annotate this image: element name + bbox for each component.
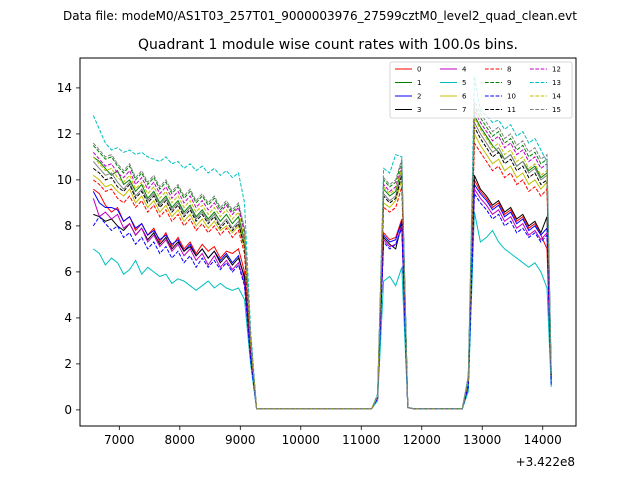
series-line-6 bbox=[92, 131, 552, 410]
legend-label-5: 5 bbox=[462, 79, 466, 87]
y-tick-label: 10 bbox=[57, 173, 72, 187]
y-tick-label: 6 bbox=[64, 265, 72, 279]
x-tick-label: 14000 bbox=[524, 433, 562, 447]
x-offset-label: +3.422e8 bbox=[516, 455, 575, 469]
legend-label-14: 14 bbox=[552, 93, 561, 101]
legend-label-8: 8 bbox=[507, 66, 511, 74]
plot-frame bbox=[79, 57, 577, 427]
legend-label-4: 4 bbox=[462, 66, 467, 74]
legend-label-3: 3 bbox=[417, 106, 421, 114]
y-tick-label: 4 bbox=[64, 311, 72, 325]
legend-label-1: 1 bbox=[417, 79, 421, 87]
legend-label-11: 11 bbox=[507, 106, 516, 114]
series-line-4 bbox=[92, 187, 552, 410]
y-tick-label: 0 bbox=[64, 403, 72, 417]
y-tick-label: 2 bbox=[64, 357, 72, 371]
legend-label-2: 2 bbox=[417, 93, 421, 101]
x-tick-label: 7000 bbox=[104, 433, 135, 447]
x-tick-label: 11000 bbox=[342, 433, 380, 447]
series-line-11 bbox=[92, 126, 552, 410]
x-tick-label: 9000 bbox=[225, 433, 256, 447]
legend-label-9: 9 bbox=[507, 79, 511, 87]
legend-label-12: 12 bbox=[552, 66, 561, 74]
legend-label-0: 0 bbox=[417, 66, 421, 74]
x-tick-label: 12000 bbox=[403, 433, 441, 447]
series-line-14 bbox=[92, 117, 552, 410]
y-tick-label: 12 bbox=[57, 127, 72, 141]
chart-title: Quadrant 1 module wise count rates with … bbox=[138, 37, 518, 53]
chart-suptitle: Data file: modeM0/AS1T03_257T01_90000039… bbox=[63, 9, 577, 23]
series-lines bbox=[92, 76, 552, 410]
legend-label-13: 13 bbox=[552, 79, 561, 87]
y-tick-label: 14 bbox=[57, 81, 72, 95]
x-tick-label: 8000 bbox=[165, 433, 196, 447]
legend-label-6: 6 bbox=[462, 93, 467, 101]
series-line-10 bbox=[92, 192, 552, 410]
x-tick-label: 13000 bbox=[463, 433, 501, 447]
legend-label-15: 15 bbox=[552, 106, 561, 114]
legend-label-7: 7 bbox=[462, 106, 466, 114]
series-line-7 bbox=[92, 122, 552, 410]
legend-box bbox=[389, 61, 573, 119]
axes: 7000 8000 9000 10000 11000 12000 13000 14000 0 2 4… bbox=[57, 81, 562, 447]
series-line-9 bbox=[92, 106, 552, 410]
legend-label-10: 10 bbox=[507, 93, 516, 101]
x-tick-label: 10000 bbox=[282, 433, 320, 447]
y-tick-label: 8 bbox=[64, 219, 72, 233]
series-line-2 bbox=[92, 182, 552, 410]
